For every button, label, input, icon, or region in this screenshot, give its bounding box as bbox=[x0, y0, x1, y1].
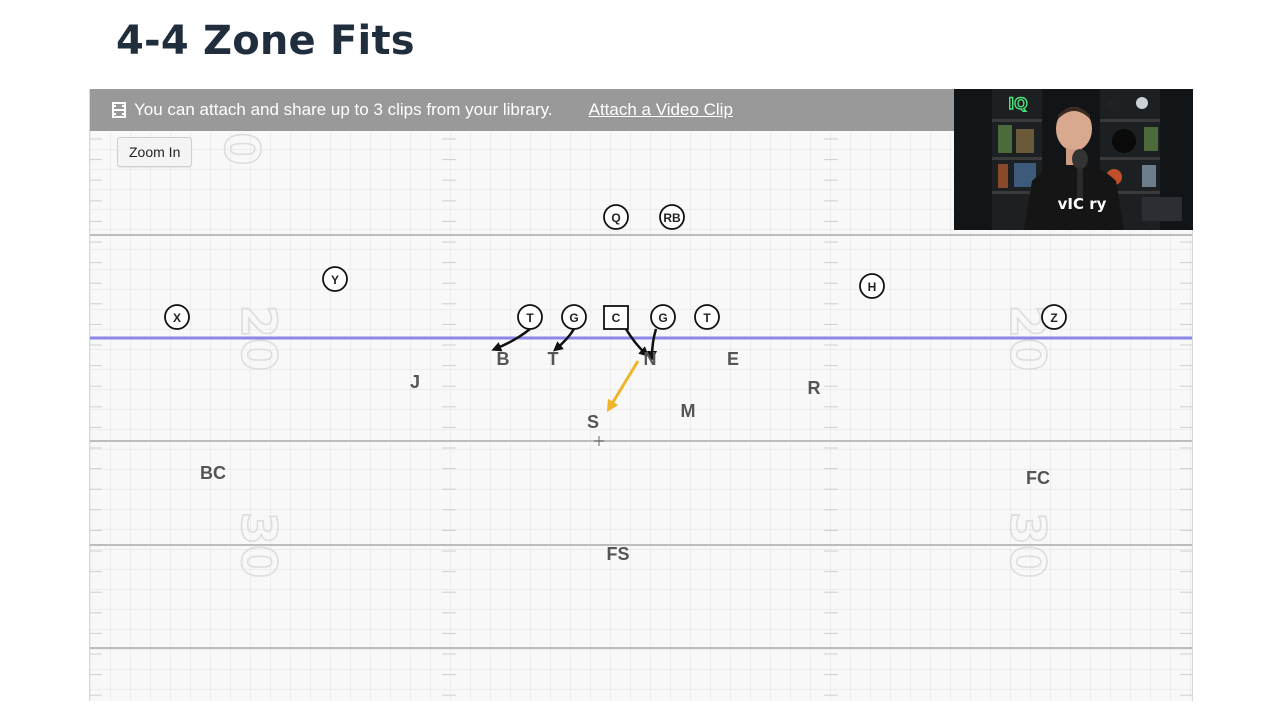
linebacker-read-arrow bbox=[606, 360, 640, 413]
svg-text:Y: Y bbox=[331, 273, 339, 287]
defense-players: B T N E J R M S BC FC FS bbox=[200, 349, 1050, 564]
player-lg: G bbox=[561, 304, 587, 330]
svg-text:RB: RB bbox=[663, 211, 681, 225]
defender-n: N bbox=[644, 349, 657, 369]
defender-t: T bbox=[548, 349, 559, 369]
page-title: 4-4 Zone Fits bbox=[116, 18, 415, 64]
svg-text:H: H bbox=[868, 280, 877, 294]
svg-text:T: T bbox=[526, 311, 534, 325]
video-frame: IQ vIC ry bbox=[954, 89, 1193, 230]
presenter-video-overlay[interactable]: IQ vIC ry bbox=[954, 89, 1193, 230]
svg-text:G: G bbox=[569, 311, 578, 325]
zoom-in-button[interactable]: Zoom In bbox=[117, 137, 193, 167]
defender-j: J bbox=[410, 372, 420, 392]
shirt-logo: vIC ry bbox=[1058, 195, 1107, 213]
defender-e: E bbox=[727, 349, 739, 369]
player-y: Y bbox=[322, 266, 348, 292]
defender-m: M bbox=[681, 401, 696, 421]
svg-text:T: T bbox=[703, 311, 711, 325]
player-x: X bbox=[164, 304, 190, 330]
player-lt: T bbox=[517, 304, 543, 330]
yard-lines bbox=[90, 234, 1192, 649]
attach-video-clip-link[interactable]: Attach a Video Clip bbox=[588, 100, 733, 119]
yard-number: 20 bbox=[230, 305, 286, 372]
defender-fs: FS bbox=[606, 544, 629, 564]
yard-number: 0 bbox=[213, 132, 269, 165]
player-h: H bbox=[859, 273, 885, 299]
block-arrow bbox=[552, 328, 576, 352]
film-icon bbox=[112, 102, 126, 118]
defender-s: S bbox=[587, 412, 599, 432]
defender-r: R bbox=[808, 378, 821, 398]
yard-number: 30 bbox=[230, 512, 286, 579]
defender-fc: FC bbox=[1026, 468, 1050, 488]
block-arrow bbox=[647, 328, 658, 361]
svg-text:C: C bbox=[612, 311, 621, 325]
neon-sign: IQ bbox=[1008, 94, 1028, 113]
blocking-arrows bbox=[491, 328, 658, 361]
defender-bc: BC bbox=[200, 463, 226, 483]
yard-numbers: 0 20 20 30 30 bbox=[212, 131, 1056, 579]
player-c: C bbox=[603, 305, 629, 330]
svg-text:G: G bbox=[658, 311, 667, 325]
yard-number: 30 bbox=[999, 512, 1055, 579]
player-z: Z bbox=[1041, 304, 1067, 330]
player-rg: G bbox=[650, 304, 676, 330]
block-arrow bbox=[624, 328, 649, 357]
svg-text:Q: Q bbox=[611, 211, 620, 225]
player-rb: RB bbox=[659, 204, 685, 230]
svg-text:Z: Z bbox=[1050, 311, 1057, 325]
defender-b: B bbox=[497, 349, 510, 369]
player-q: Q bbox=[603, 204, 629, 230]
clip-banner-text: You can attach and share up to 3 clips f… bbox=[134, 100, 553, 119]
block-arrow bbox=[491, 328, 531, 352]
football-field[interactable]: 0 20 20 30 30 Q RB bbox=[90, 89, 1192, 701]
svg-text:X: X bbox=[173, 311, 181, 325]
player-rt: T bbox=[694, 304, 720, 330]
offense-players: Q RB Y H X T G C G T Z bbox=[164, 204, 1067, 330]
cursor-crosshair bbox=[594, 436, 604, 446]
